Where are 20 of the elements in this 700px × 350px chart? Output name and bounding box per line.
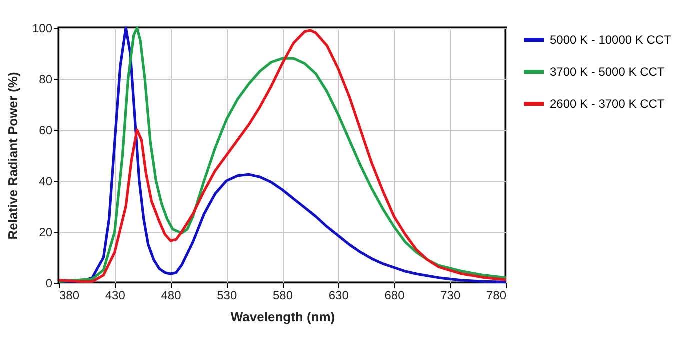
y-tick-label: 20 (39, 226, 53, 240)
legend-label: 3700 K - 5000 K CCT (550, 65, 666, 79)
x-tick-label: 480 (161, 288, 182, 302)
y-axis-title: Relative Radiant Power (%) (5, 72, 20, 240)
y-tick-label: 0 (46, 276, 53, 290)
x-tick-label: 530 (217, 288, 238, 302)
y-tick-label: 80 (39, 72, 53, 86)
x-tick-label: 580 (272, 288, 294, 302)
x-tick-label: 680 (384, 288, 406, 302)
legend-label: 5000 K - 10000 K CCT (550, 33, 672, 47)
x-tick-label: 780 (486, 288, 507, 302)
x-tick-label: 430 (105, 288, 126, 302)
x-tick-label: 630 (328, 288, 350, 302)
y-tick-label: 100 (32, 22, 53, 36)
x-axis-title: Wavelength (nm) (230, 310, 336, 324)
y-tick-label: 40 (39, 174, 53, 188)
x-tick-label: 380 (60, 288, 80, 302)
x-tick-label: 730 (440, 288, 461, 302)
y-tick-label: 60 (39, 124, 53, 138)
legend-label: 2600 K - 3700 K CCT (550, 97, 666, 111)
